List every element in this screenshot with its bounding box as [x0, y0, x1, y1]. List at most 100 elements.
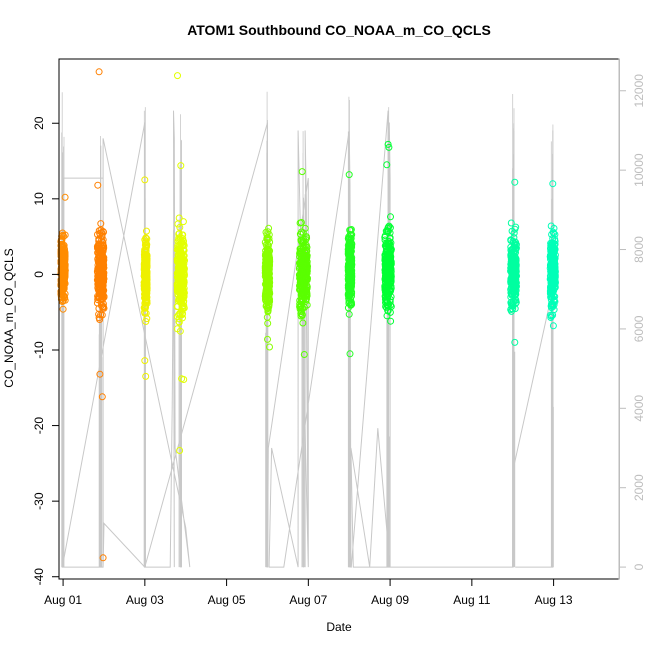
- data-point: [97, 278, 105, 285]
- data-point: [57, 278, 65, 286]
- data-point: [302, 251, 310, 259]
- data-point: [96, 260, 104, 268]
- data-point: [381, 282, 389, 290]
- data-point: [387, 303, 395, 310]
- data-point: [97, 220, 105, 228]
- data-point: [387, 286, 395, 294]
- data-point-outlier: [511, 178, 519, 186]
- data-point: [262, 302, 270, 310]
- data-point: [143, 273, 151, 281]
- data-point-outlier: [176, 447, 184, 454]
- chart-title: ATOM1 Southbound CO_NOAA_m_CO_QCLS: [187, 22, 491, 38]
- data-point-outlier: [266, 343, 273, 351]
- data-point: [547, 248, 555, 256]
- data-point: [263, 313, 271, 321]
- y2-tick-label: 10000: [632, 153, 646, 187]
- data-point: [100, 304, 108, 312]
- data-point: [57, 275, 65, 283]
- y-axis-label: CO_NOAA_m_CO_QCLS: [2, 248, 16, 387]
- data-point: [299, 304, 307, 312]
- x-axis-label: Date: [326, 620, 352, 634]
- data-point: [298, 264, 306, 272]
- y-tick-label: 10: [32, 192, 46, 206]
- data-point: [265, 224, 273, 232]
- data-point: [178, 281, 186, 288]
- data-point: [261, 265, 269, 273]
- data-point: [381, 266, 389, 274]
- data-point-outlier: [141, 357, 149, 365]
- flight-series-9: [507, 178, 520, 346]
- x-tick-label: Aug 13: [535, 593, 573, 607]
- data-point: [297, 303, 305, 311]
- data-point: [97, 298, 105, 306]
- data-point: [550, 306, 558, 314]
- data-point: [299, 319, 307, 327]
- data-point: [98, 279, 106, 287]
- data-point-outlier: [384, 140, 392, 148]
- data-point: [95, 314, 103, 322]
- data-point: [178, 300, 186, 308]
- data-point: [547, 262, 555, 270]
- data-point: [547, 285, 555, 293]
- data-point: [298, 268, 306, 276]
- y-tick-label: -40: [32, 568, 46, 586]
- x-tick-label: Aug 05: [208, 593, 246, 607]
- x-tick-label: Aug 09: [371, 593, 409, 607]
- y2-tick-label: 2000: [632, 474, 646, 501]
- y-tick-label: 20: [32, 116, 46, 130]
- data-point: [175, 242, 183, 250]
- data-point: [297, 312, 305, 320]
- data-point-outlier: [98, 393, 106, 401]
- y-tick-label: -10: [32, 341, 46, 359]
- data-point: [95, 227, 103, 235]
- data-point: [383, 312, 391, 320]
- data-point: [142, 241, 150, 249]
- data-point-outlier: [174, 72, 181, 80]
- data-point: [264, 275, 272, 283]
- data-point: [99, 268, 107, 276]
- data-point-outlier: [345, 171, 353, 179]
- data-point: [550, 273, 557, 281]
- data-point: [345, 299, 353, 307]
- data-point: [141, 298, 149, 305]
- data-point-outlier: [96, 370, 104, 378]
- data-point: [299, 242, 307, 250]
- data-point-outlier: [264, 335, 271, 343]
- data-point: [57, 282, 65, 290]
- data-point: [93, 243, 101, 250]
- data-point: [347, 252, 355, 260]
- data-point: [386, 246, 394, 254]
- data-point: [387, 213, 394, 221]
- x-tick-label: Aug 07: [289, 593, 327, 607]
- data-point: [175, 230, 183, 237]
- data-point: [511, 245, 519, 253]
- data-point: [387, 293, 395, 301]
- data-point: [386, 298, 394, 306]
- flight-series-4: [173, 72, 188, 454]
- x-tick-label: Aug 11: [453, 593, 490, 607]
- data-point: [175, 318, 183, 326]
- data-point: [264, 255, 272, 263]
- data-point: [142, 318, 150, 325]
- data-point: [142, 234, 150, 242]
- x-axis: Aug 01 Aug 03 Aug 05 Aug 07 Aug 09 Aug 11 Aug …: [44, 579, 573, 607]
- data-point: [344, 262, 352, 270]
- data-point: [381, 232, 389, 240]
- data-point-outlier: [61, 193, 69, 201]
- data-point-outlier: [177, 162, 185, 170]
- data-point-outlier: [59, 305, 67, 313]
- data-point: [142, 245, 150, 253]
- data-point: [297, 219, 305, 226]
- data-point: [266, 238, 274, 246]
- y2-tick-label: 4000: [632, 395, 646, 422]
- data-point: [507, 306, 515, 314]
- data-point: [140, 284, 148, 292]
- data-point: [547, 312, 555, 320]
- data-point: [174, 255, 182, 263]
- data-point: [550, 295, 558, 303]
- flight-series-3: [140, 176, 151, 380]
- data-point: [263, 231, 271, 239]
- data-point: [178, 250, 186, 258]
- data-point: [60, 259, 68, 267]
